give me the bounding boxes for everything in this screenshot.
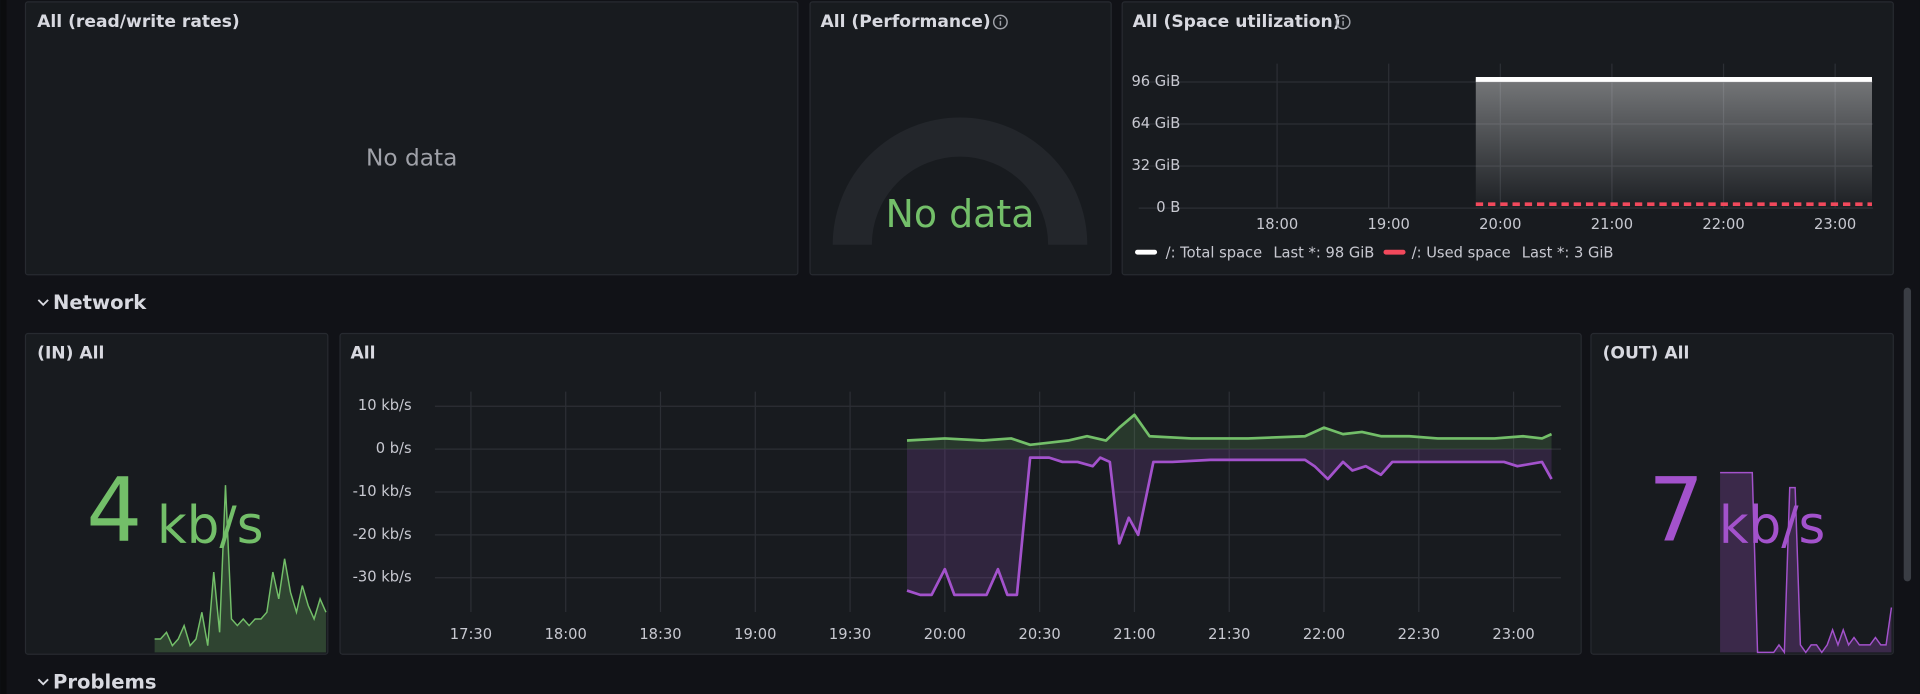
series-line <box>906 456 1553 597</box>
x-tick-label: 19:00 <box>1368 216 1410 233</box>
x-tick-label: 18:00 <box>545 626 587 643</box>
x-tick-label: 23:00 <box>1814 216 1856 233</box>
y-tick-label: 0 b/s <box>376 440 412 457</box>
x-tick-label: 21:00 <box>1113 626 1155 643</box>
legend-label: /: Used space <box>1412 244 1511 261</box>
scrollbar[interactable] <box>1903 287 1912 582</box>
panel <box>339 332 1582 655</box>
panel-title: (OUT) All <box>1603 344 1690 364</box>
sparkline <box>154 485 327 648</box>
x-tick-label: 19:00 <box>734 626 776 643</box>
panel-title: All (read/write rates) <box>37 12 240 32</box>
no-data: No data <box>366 145 457 172</box>
sparkline-fill <box>154 485 326 653</box>
panel-title: All (Space utilization) <box>1133 12 1341 32</box>
sparkline <box>1720 471 1893 655</box>
y-tick-label: 32 GiB <box>1131 157 1180 174</box>
legend-label: /: Total space <box>1166 244 1263 261</box>
y-tick-label: -20 kb/s <box>353 526 412 543</box>
row-title[interactable]: Problems <box>53 670 157 693</box>
y-tick-label: 0 B <box>1156 199 1180 216</box>
panel-title: (IN) All <box>37 344 104 364</box>
panel-title: All (Performance) <box>820 12 990 32</box>
row-title[interactable]: Network <box>53 291 147 314</box>
y-tick-label: 64 GiB <box>1131 115 1180 132</box>
legend-last: Last *: 3 GiB <box>1522 244 1614 261</box>
x-tick-label: 18:30 <box>639 626 681 643</box>
y-tick-label: -10 kb/s <box>353 483 412 500</box>
x-tick-label: 21:30 <box>1208 626 1250 643</box>
stat-value: 7 <box>1648 458 1704 561</box>
panel-title: All <box>350 344 375 364</box>
no-data: No data <box>885 192 1034 236</box>
x-tick-label: 22:00 <box>1303 626 1345 643</box>
left-edge <box>0 0 7 694</box>
x-tick-label: 22:00 <box>1702 216 1744 233</box>
area-fill <box>1475 79 1872 209</box>
panel <box>24 332 329 655</box>
panel <box>24 1 799 276</box>
info-icon[interactable] <box>1335 14 1351 30</box>
gauge-arc <box>832 117 1088 246</box>
x-tick-label: 19:30 <box>829 626 871 643</box>
stat-value: 4 <box>86 458 142 561</box>
info-icon[interactable] <box>992 14 1008 30</box>
x-tick-label: 20:30 <box>1019 626 1061 643</box>
y-tick-label: -30 kb/s <box>353 569 412 586</box>
legend-last: Last *: 98 GiB <box>1273 244 1374 261</box>
chevron[interactable] <box>37 299 49 307</box>
chevron[interactable] <box>37 678 49 686</box>
x-tick-label: 21:00 <box>1591 216 1633 233</box>
series-line <box>906 413 1553 447</box>
y-tick-label: 10 kb/s <box>358 397 412 414</box>
x-tick-label: 23:00 <box>1492 626 1534 643</box>
x-tick-label: 20:00 <box>924 626 966 643</box>
stat-unit: kb/s <box>1719 496 1825 556</box>
x-tick-label: 17:30 <box>450 626 492 643</box>
y-tick-label: 96 GiB <box>1131 73 1180 90</box>
x-tick-label: 22:30 <box>1398 626 1440 643</box>
x-tick-label: 20:00 <box>1479 216 1521 233</box>
panel <box>1590 332 1894 655</box>
stat-unit: kb/s <box>157 496 263 556</box>
area-fill <box>907 449 1552 595</box>
x-tick-label: 18:00 <box>1256 216 1298 233</box>
